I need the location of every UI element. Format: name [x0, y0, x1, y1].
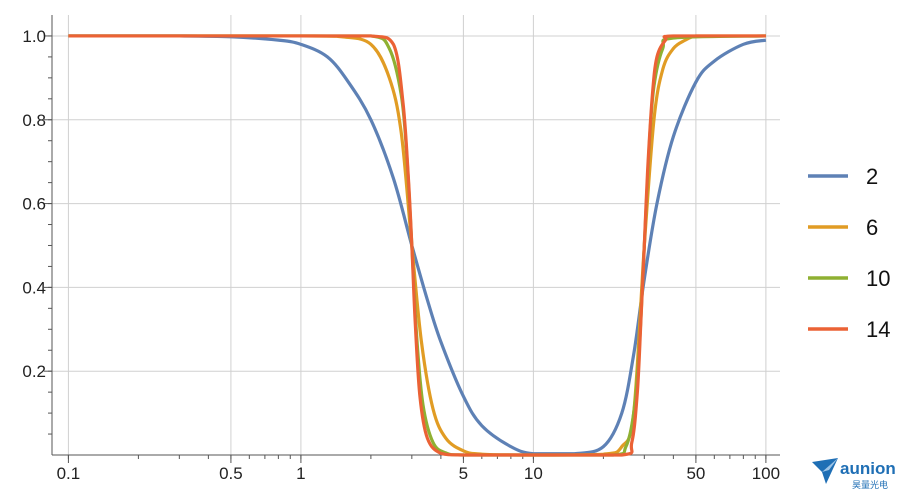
legend-label-6: 6: [866, 215, 878, 240]
x-tick-label: 50: [686, 464, 705, 483]
legend-label-10: 10: [866, 266, 890, 291]
series-line-10: [68, 34, 766, 457]
x-tick-label: 10: [524, 464, 543, 483]
series-line-6: [68, 34, 766, 457]
logo-subtitle: 昊量光电: [852, 479, 888, 490]
series-group: [68, 34, 767, 457]
x-tick-label: 0.5: [219, 464, 243, 483]
y-tick-label: 1.0: [22, 27, 46, 46]
legend: 2 6 10 14: [808, 164, 890, 342]
x-tick-label: 1: [296, 464, 305, 483]
y-tick-label: 0.2: [22, 362, 46, 381]
aunion-logo: aunion 昊量光电: [812, 458, 896, 490]
legend-label-2: 2: [866, 164, 878, 189]
y-tick-label: 0.8: [22, 111, 46, 130]
series-line-14: [68, 34, 766, 457]
axes: 0.1 0.5 1 5 10 50 100 0.2 0.4 0.6 0.8 1.0: [22, 15, 780, 483]
y-tick-label: 0.4: [22, 278, 46, 297]
x-tick-label: 0.1: [57, 464, 81, 483]
x-tick-label: 100: [752, 464, 780, 483]
y-tick-label: 0.6: [22, 195, 46, 214]
series-line-2: [68, 34, 767, 456]
legend-label-14: 14: [866, 317, 890, 342]
grid: [52, 15, 780, 455]
logo-brand: aunion: [840, 459, 896, 478]
x-tick-label: 5: [459, 464, 468, 483]
